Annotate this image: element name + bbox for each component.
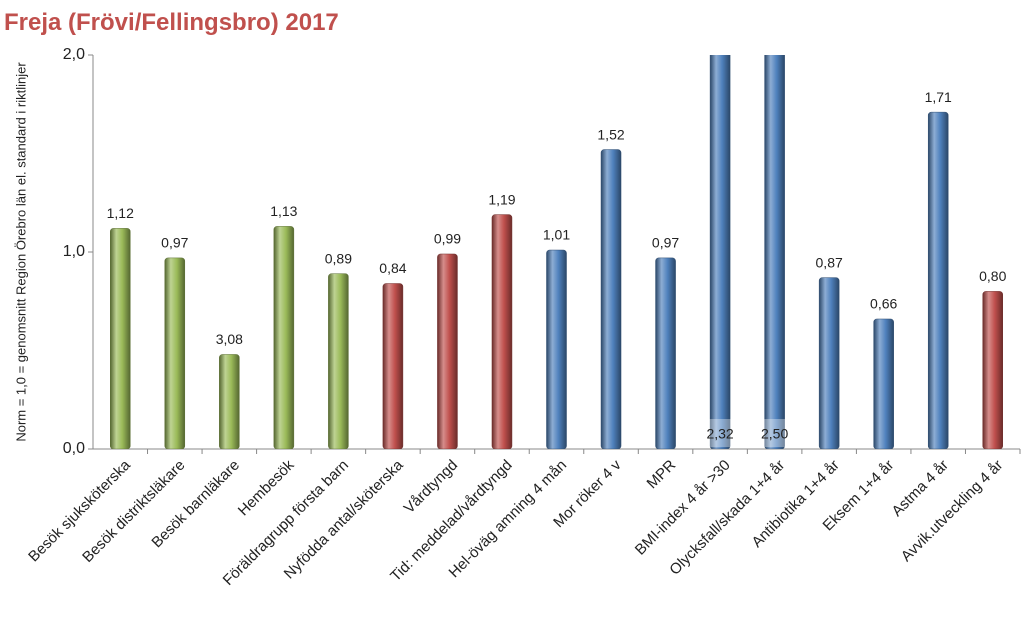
data-label: 0,97 bbox=[161, 235, 188, 251]
bar bbox=[219, 354, 240, 449]
data-label: 1,52 bbox=[597, 126, 624, 142]
y-tick-label: 1,0 bbox=[63, 243, 85, 260]
bar bbox=[491, 214, 513, 449]
data-label: 0,87 bbox=[816, 254, 843, 270]
bar bbox=[873, 318, 894, 449]
bar bbox=[273, 226, 295, 449]
data-label: 2,32 bbox=[706, 426, 733, 442]
bar bbox=[382, 283, 404, 449]
data-label: 1,71 bbox=[925, 89, 952, 105]
bar bbox=[982, 291, 1003, 449]
plot-area bbox=[110, 55, 1003, 449]
annotation: 3,08 bbox=[216, 331, 243, 347]
bar bbox=[764, 55, 785, 449]
data-label: 0,99 bbox=[434, 231, 461, 247]
x-tick-label: Avvik.utveckling 4 år bbox=[898, 457, 1007, 566]
data-label: 0,80 bbox=[979, 268, 1006, 284]
x-tick-label: BMI-index 4 år >30 bbox=[632, 457, 734, 559]
data-label: 0,84 bbox=[379, 260, 406, 276]
x-tick-label: Besök sjuksköterska bbox=[25, 456, 134, 565]
data-label: 0,97 bbox=[652, 235, 679, 251]
bar bbox=[328, 273, 349, 449]
bar bbox=[600, 149, 622, 449]
y-axis-label: Norm = 1,0 = genomsnitt Region Örebro lä… bbox=[13, 62, 28, 442]
x-tick-label: Besök distriktsläkare bbox=[79, 457, 188, 566]
y-tick-label: 0,0 bbox=[63, 440, 85, 457]
data-label: 1,12 bbox=[107, 205, 134, 221]
data-label: 1,19 bbox=[488, 191, 515, 207]
chart-title: Freja (Frövi/Fellingsbro) 2017 bbox=[4, 9, 339, 36]
label-box bbox=[752, 419, 797, 447]
bar bbox=[655, 257, 676, 449]
data-label: 2,50 bbox=[761, 426, 788, 442]
bar bbox=[164, 257, 186, 449]
label-box bbox=[698, 419, 743, 447]
bar bbox=[437, 253, 458, 449]
bar bbox=[110, 228, 131, 449]
bar bbox=[818, 277, 840, 449]
data-label: 1,13 bbox=[270, 203, 297, 219]
data-label: 0,66 bbox=[870, 296, 897, 312]
bar bbox=[546, 249, 567, 449]
data-label: 0,89 bbox=[325, 250, 352, 266]
data-label: 1,01 bbox=[543, 227, 570, 243]
x-tick-label: MPR bbox=[644, 457, 680, 493]
bar bbox=[927, 111, 949, 449]
y-tick-label: 2,0 bbox=[63, 46, 85, 63]
bar bbox=[709, 55, 731, 449]
